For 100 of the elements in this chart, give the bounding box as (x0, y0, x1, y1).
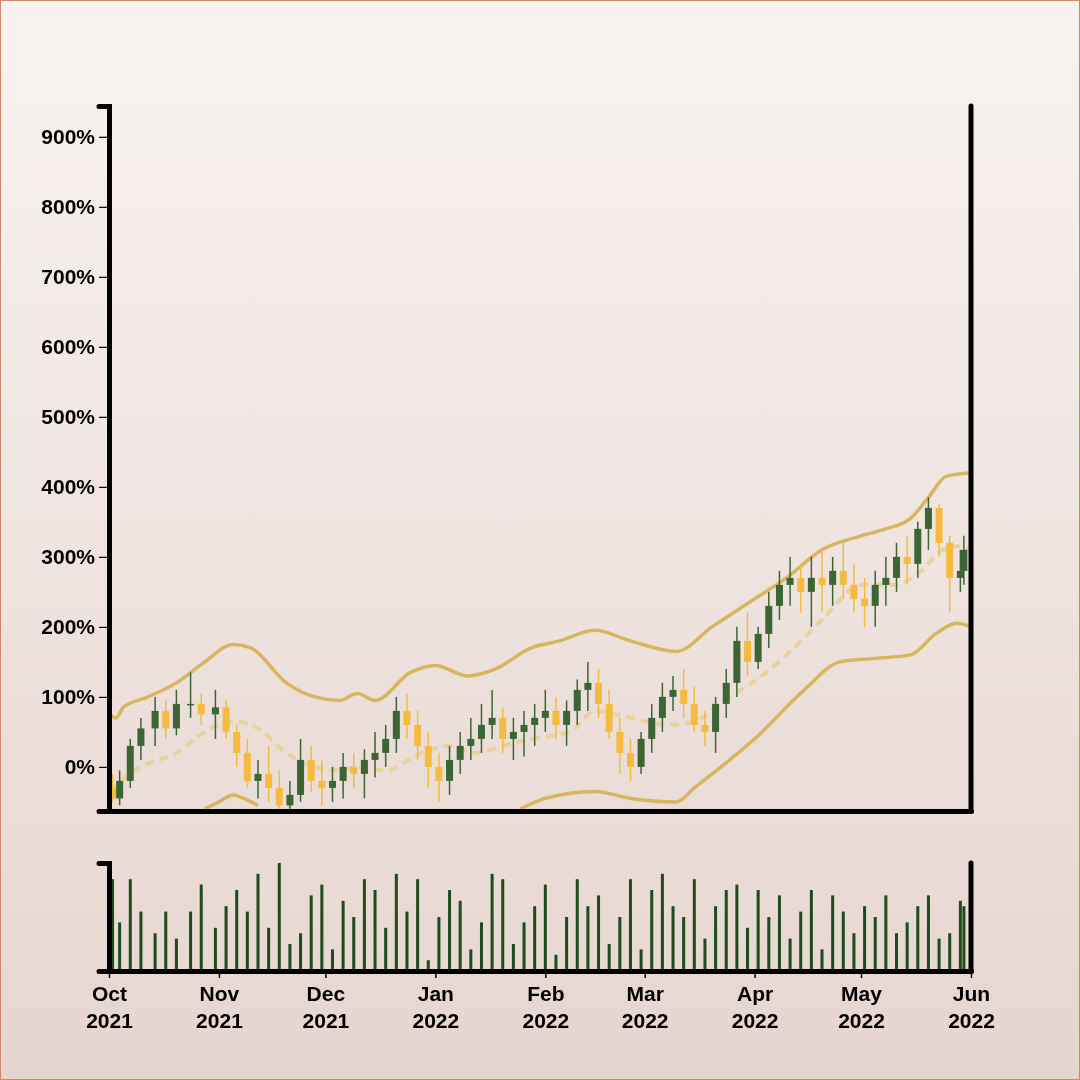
bar (533, 906, 537, 971)
bar (660, 873, 664, 971)
bar (809, 890, 813, 971)
candlestick (233, 724, 241, 768)
bar (362, 879, 366, 971)
bar (671, 906, 675, 971)
bar (373, 890, 377, 971)
bar (490, 873, 494, 971)
y-tick-label: 800% (41, 195, 96, 219)
x-tick-label: Dec 2021 (302, 982, 350, 1033)
candlestick (669, 675, 677, 712)
bar (189, 911, 193, 971)
candlestick (744, 612, 752, 677)
bar (164, 911, 168, 971)
candlestick (162, 699, 170, 740)
candlestick (286, 780, 294, 810)
bar (756, 890, 760, 971)
bar (153, 933, 157, 971)
y-tick-label: 400% (41, 475, 96, 499)
candlestick (435, 752, 443, 803)
bar (501, 879, 505, 971)
candlestick (414, 710, 422, 761)
candlestick (318, 759, 326, 807)
candlestick (350, 752, 358, 789)
candlestick (882, 556, 890, 607)
x-tick-label: Nov 2021 (196, 982, 244, 1033)
bar (607, 944, 611, 971)
bar (458, 900, 462, 971)
x-tick-label: Jun 2022 (948, 982, 995, 1033)
bar (288, 944, 292, 971)
bar (937, 938, 941, 971)
bar (416, 879, 420, 971)
bar (884, 895, 888, 971)
candlestick (275, 769, 283, 810)
candlestick (960, 535, 968, 586)
bar (799, 911, 803, 971)
bar (714, 906, 718, 971)
candlestick (648, 703, 656, 754)
bar (831, 895, 835, 971)
bar (128, 879, 132, 971)
line-series (109, 471, 971, 720)
x-tick-label: Jan 2022 (412, 982, 460, 1033)
candlestick (477, 703, 485, 754)
bar (777, 895, 781, 971)
bar (267, 927, 271, 971)
bar (735, 884, 739, 971)
bar (224, 906, 228, 971)
bar (213, 927, 217, 971)
candlestick (680, 668, 688, 719)
bar (277, 863, 281, 971)
candlestick (584, 661, 592, 712)
candlestick (616, 717, 624, 775)
candlestick (541, 689, 549, 733)
candlestick (839, 542, 847, 600)
bar (863, 906, 867, 971)
candlestick (573, 678, 581, 726)
y-tick-label: 500% (41, 405, 96, 429)
candlestick (328, 766, 336, 803)
y-tick-label: 100% (41, 685, 96, 709)
bar (692, 879, 696, 971)
bar (905, 922, 909, 971)
candlestick (552, 696, 560, 740)
bar (575, 879, 579, 971)
candlestick (499, 706, 507, 754)
candlestick (371, 731, 379, 779)
bar (341, 900, 345, 971)
bar (628, 879, 632, 971)
bar (511, 944, 515, 971)
bar (873, 917, 877, 971)
candlestick (563, 699, 571, 747)
bar (479, 922, 483, 971)
x-tick-label: Oct 2021 (86, 982, 134, 1033)
bar (597, 895, 601, 971)
candlestick (818, 549, 826, 614)
y-tick-label: 900% (41, 125, 96, 149)
candlestick (701, 710, 709, 747)
bar (309, 895, 313, 971)
bar (320, 884, 324, 971)
candlestick (403, 692, 411, 740)
candlestick (211, 689, 219, 740)
x-tick-label: Apr 2022 (731, 982, 779, 1033)
candlestick (456, 731, 464, 775)
candlestick (924, 496, 932, 551)
candlestick (339, 752, 347, 800)
candlestick (424, 731, 432, 789)
y-tick-label: 300% (41, 545, 96, 569)
bar (139, 911, 143, 971)
candlestick (446, 745, 454, 796)
bar (916, 906, 920, 971)
candlestick (861, 577, 869, 628)
bar (405, 911, 409, 971)
bar (618, 917, 622, 971)
candlestick (488, 689, 496, 740)
candlestick (807, 556, 815, 628)
candlestick (690, 685, 698, 733)
bar (352, 917, 356, 971)
bar (330, 949, 334, 971)
bar (384, 927, 388, 971)
bar (543, 884, 547, 971)
bar (522, 922, 526, 971)
